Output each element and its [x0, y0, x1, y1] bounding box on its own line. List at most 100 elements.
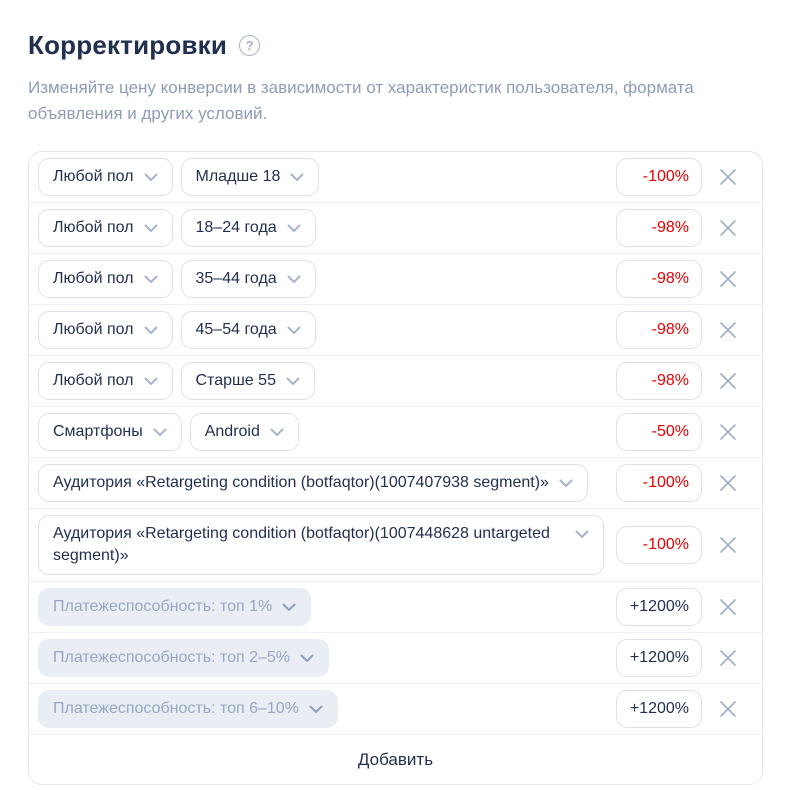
- close-icon[interactable]: [716, 420, 740, 444]
- adjustment-row: Любой пол 35–44 года -98%: [29, 253, 762, 304]
- row-controls: +1200%: [616, 639, 740, 677]
- row-controls: -100%: [616, 464, 740, 502]
- close-icon[interactable]: [716, 595, 740, 619]
- close-icon[interactable]: [716, 267, 740, 291]
- condition-dropdown[interactable]: Любой пол: [38, 311, 173, 349]
- condition-pills: Любой пол Младше 18: [38, 158, 616, 196]
- chevron-down-icon: [282, 596, 296, 618]
- condition-pills: Любой пол 45–54 года: [38, 311, 616, 349]
- adjustment-row: Платежеспособность: топ 6–10% +1200%: [29, 683, 762, 734]
- chevron-down-icon: [144, 217, 158, 239]
- condition-pills: Смартфоны Android: [38, 413, 616, 451]
- condition-label: Смартфоны: [53, 423, 143, 440]
- chevron-down-icon: [153, 421, 167, 443]
- condition-label: Старше 55: [195, 372, 276, 389]
- row-controls: -98%: [616, 362, 740, 400]
- condition-label: Любой пол: [53, 321, 134, 338]
- chevron-down-icon: [290, 166, 304, 188]
- condition-label: Платежеспособность: топ 6–10%: [53, 700, 299, 717]
- condition-dropdown[interactable]: Android: [189, 413, 299, 451]
- chevron-down-icon: [144, 370, 158, 392]
- add-adjustment-button[interactable]: Добавить: [29, 734, 762, 784]
- page-title: Корректировки: [28, 30, 228, 60]
- condition-pills: Платежеспособность: топ 2–5%: [38, 639, 616, 677]
- adjustment-row: Платежеспособность: топ 1% +1200%: [29, 581, 762, 632]
- chevron-down-icon: [309, 698, 323, 720]
- condition-dropdown[interactable]: Платежеспособность: топ 2–5%: [38, 639, 330, 677]
- row-controls: -100%: [616, 158, 740, 196]
- row-controls: -98%: [616, 311, 740, 349]
- condition-label: Аудитория «Retargeting condition (botfaq…: [53, 474, 549, 491]
- condition-pills: Любой пол Старше 55: [38, 362, 616, 400]
- row-controls: +1200%: [616, 690, 740, 728]
- close-icon[interactable]: [716, 216, 740, 240]
- adjustments-panel: Любой пол Младше 18 -100% Любой пол: [28, 151, 763, 785]
- question-circle-icon[interactable]: ?: [239, 35, 261, 56]
- chevron-down-icon: [300, 647, 314, 669]
- adjustment-value-input[interactable]: -100%: [616, 526, 702, 564]
- condition-dropdown[interactable]: Любой пол: [38, 209, 173, 247]
- close-icon[interactable]: [716, 318, 740, 342]
- condition-dropdown[interactable]: Младше 18: [180, 158, 320, 196]
- row-controls: -100%: [616, 526, 740, 564]
- condition-label: Аудитория «Retargeting condition (botfaq…: [53, 525, 550, 564]
- chevron-down-icon: [559, 472, 573, 494]
- adjustment-value-input[interactable]: -98%: [616, 260, 702, 298]
- adjustment-value-input[interactable]: -50%: [616, 413, 702, 451]
- adjustment-value-input[interactable]: -98%: [616, 209, 702, 247]
- condition-label: Любой пол: [53, 168, 134, 185]
- adjustment-value-input[interactable]: +1200%: [616, 639, 702, 677]
- condition-label: 35–44 года: [195, 270, 277, 287]
- condition-label: Младше 18: [195, 168, 281, 185]
- condition-pills: Любой пол 35–44 года: [38, 260, 616, 298]
- chevron-down-icon: [575, 523, 589, 545]
- adjustment-rows: Любой пол Младше 18 -100% Любой пол: [29, 152, 762, 734]
- adjustment-row: Смартфоны Android -50%: [29, 406, 762, 457]
- adjustment-row: Аудитория «Retargeting condition (botfaq…: [29, 508, 762, 581]
- condition-dropdown[interactable]: Платежеспособность: топ 1%: [38, 588, 312, 626]
- chevron-down-icon: [144, 319, 158, 341]
- condition-pills: Аудитория «Retargeting condition (botfaq…: [38, 464, 616, 502]
- chevron-down-icon: [287, 268, 301, 290]
- condition-pills: Аудитория «Retargeting condition (botfaq…: [38, 515, 616, 575]
- row-controls: -98%: [616, 260, 740, 298]
- condition-dropdown[interactable]: Любой пол: [38, 362, 173, 400]
- chevron-down-icon: [144, 166, 158, 188]
- close-icon[interactable]: [716, 369, 740, 393]
- adjustment-value-input[interactable]: -100%: [616, 464, 702, 502]
- condition-dropdown[interactable]: Старше 55: [180, 362, 315, 400]
- adjustment-row: Платежеспособность: топ 2–5% +1200%: [29, 632, 762, 683]
- close-icon[interactable]: [716, 471, 740, 495]
- adjustment-value-input[interactable]: -98%: [616, 311, 702, 349]
- condition-dropdown[interactable]: Аудитория «Retargeting condition (botfaq…: [38, 464, 588, 502]
- condition-label: Любой пол: [53, 270, 134, 287]
- adjustment-value-input[interactable]: +1200%: [616, 588, 702, 626]
- condition-dropdown[interactable]: Смартфоны: [38, 413, 182, 451]
- row-controls: -98%: [616, 209, 740, 247]
- condition-dropdown[interactable]: 18–24 года: [180, 209, 316, 247]
- chevron-down-icon: [287, 217, 301, 239]
- adjustment-row: Аудитория «Retargeting condition (botfaq…: [29, 457, 762, 508]
- condition-dropdown[interactable]: Платежеспособность: топ 6–10%: [38, 690, 338, 728]
- close-icon[interactable]: [716, 165, 740, 189]
- close-icon[interactable]: [716, 697, 740, 721]
- adjustment-row: Любой пол 45–54 года -98%: [29, 304, 762, 355]
- condition-dropdown[interactable]: 45–54 года: [180, 311, 316, 349]
- condition-label: Платежеспособность: топ 2–5%: [53, 649, 291, 666]
- close-icon[interactable]: [716, 533, 740, 557]
- chevron-down-icon: [286, 370, 300, 392]
- page-description: Изменяйте цену конверсии в зависимости о…: [28, 78, 694, 123]
- condition-dropdown[interactable]: Любой пол: [38, 158, 173, 196]
- condition-dropdown[interactable]: Аудитория «Retargeting condition (botfaq…: [38, 515, 604, 575]
- chevron-down-icon: [287, 319, 301, 341]
- close-icon[interactable]: [716, 646, 740, 670]
- condition-pills: Платежеспособность: топ 6–10%: [38, 690, 616, 728]
- condition-dropdown[interactable]: Любой пол: [38, 260, 173, 298]
- adjustment-value-input[interactable]: -98%: [616, 362, 702, 400]
- condition-dropdown[interactable]: 35–44 года: [180, 260, 316, 298]
- adjustment-value-input[interactable]: -100%: [616, 158, 702, 196]
- chevron-down-icon: [144, 268, 158, 290]
- condition-label: 18–24 года: [195, 219, 277, 236]
- adjustment-value-input[interactable]: +1200%: [616, 690, 702, 728]
- adjustment-row: Любой пол Старше 55 -98%: [29, 355, 762, 406]
